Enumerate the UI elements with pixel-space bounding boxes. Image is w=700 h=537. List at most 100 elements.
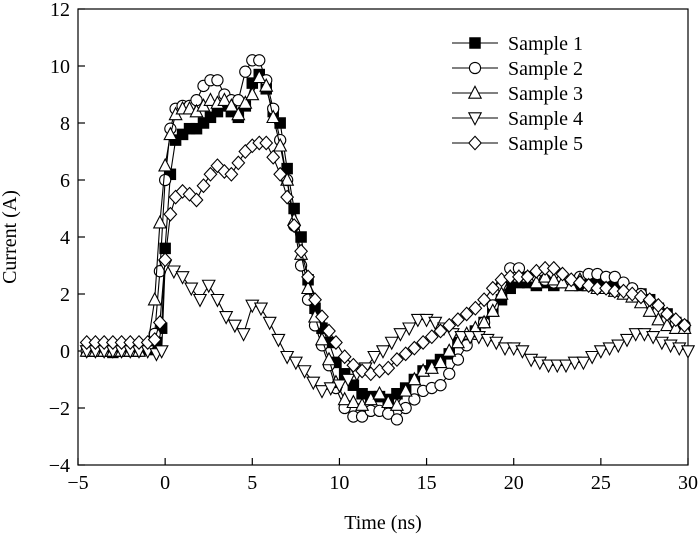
data-point: [154, 345, 169, 359]
data-point: [602, 342, 617, 357]
y-tick-label: 0: [60, 341, 70, 363]
data-point: [555, 274, 570, 289]
data-point: [211, 74, 224, 87]
legend-item: Sample 5: [452, 133, 583, 155]
legend-label: Sample 1: [508, 33, 583, 55]
data-point: [555, 266, 570, 282]
data-point: [546, 271, 561, 286]
data-point: [321, 351, 337, 366]
data-point: [236, 328, 251, 342]
data-point: [152, 214, 168, 229]
data-point: [433, 354, 448, 369]
data-point: [259, 78, 274, 92]
data-point: [367, 350, 382, 365]
data-point: [468, 135, 482, 151]
data-point: [203, 92, 218, 106]
data-point: [346, 357, 361, 373]
data-point: [651, 297, 666, 313]
y-axis-label: Current (A): [0, 190, 21, 284]
data-point: [192, 293, 208, 308]
data-point: [407, 340, 422, 356]
legend-label: Sample 2: [508, 58, 583, 80]
data-point: [158, 157, 173, 172]
data-point: [398, 383, 413, 397]
data-point: [443, 367, 456, 380]
data-point: [485, 303, 500, 317]
data-point: [280, 189, 295, 205]
data-point: [424, 329, 439, 345]
data-point: [642, 292, 657, 308]
data-point: [287, 218, 302, 234]
data-point: [537, 269, 553, 283]
legend-label: Sample 3: [508, 83, 583, 105]
data-point: [467, 112, 483, 126]
data-point: [680, 345, 696, 359]
x-tick-label: 15: [417, 472, 437, 494]
data-point: [294, 243, 309, 259]
y-tick-label: 8: [60, 113, 70, 135]
legend-label: Sample 4: [508, 108, 583, 130]
data-point: [608, 270, 621, 284]
data-point: [467, 85, 483, 99]
data-point: [434, 379, 447, 392]
data-point: [541, 359, 556, 374]
data-point: [485, 280, 500, 296]
data-point: [273, 166, 288, 182]
data-point: [163, 126, 178, 141]
data-point: [628, 328, 643, 342]
data-point: [346, 394, 361, 409]
data-point: [459, 306, 474, 322]
data-point: [182, 100, 197, 115]
data-point: [341, 373, 356, 388]
data-point: [546, 260, 561, 276]
x-tick-label: 5: [247, 472, 257, 494]
data-point: [450, 312, 465, 328]
data-point: [163, 206, 178, 222]
data-point: [337, 349, 352, 365]
y-tick-label: 10: [50, 56, 70, 78]
data-point: [273, 137, 288, 152]
data-point: [390, 413, 404, 426]
data-point: [337, 391, 352, 406]
data-point: [322, 323, 336, 339]
series-4: [79, 259, 696, 399]
y-tick-label: 12: [50, 0, 70, 21]
series-5: [79, 135, 692, 382]
data-point: [659, 317, 675, 332]
data-point: [550, 359, 565, 374]
legend-item: Sample 1: [452, 33, 583, 55]
data-point: [599, 280, 614, 296]
x-tick-label: 30: [678, 472, 698, 494]
data-point: [315, 309, 329, 325]
series-line: [86, 142, 685, 375]
data-point: [642, 303, 657, 317]
data-point: [381, 360, 396, 376]
x-tick-label: 10: [329, 472, 349, 494]
data-point: [328, 334, 343, 350]
data-point: [611, 339, 626, 354]
data-point: [442, 343, 457, 357]
data-point: [227, 319, 242, 334]
data-point: [585, 350, 600, 365]
x-tick-label: 20: [504, 472, 524, 494]
data-point: [355, 410, 369, 423]
data-point: [398, 346, 413, 362]
data-point: [147, 291, 162, 306]
data-point: [297, 365, 312, 379]
data-point: [567, 356, 582, 371]
data-point: [651, 311, 666, 326]
data-point: [660, 306, 675, 322]
legend-item: Sample 2: [452, 58, 583, 80]
data-point: [389, 352, 404, 368]
x-tick-label: 25: [591, 472, 611, 494]
data-point: [152, 314, 167, 331]
data-point: [593, 345, 608, 359]
data-point: [147, 332, 162, 348]
data-point: [384, 336, 399, 351]
y-tick-label: −4: [49, 455, 70, 477]
data-point: [259, 135, 274, 151]
data-point: [463, 330, 478, 345]
data-point: [239, 65, 252, 78]
data-point: [308, 292, 322, 308]
